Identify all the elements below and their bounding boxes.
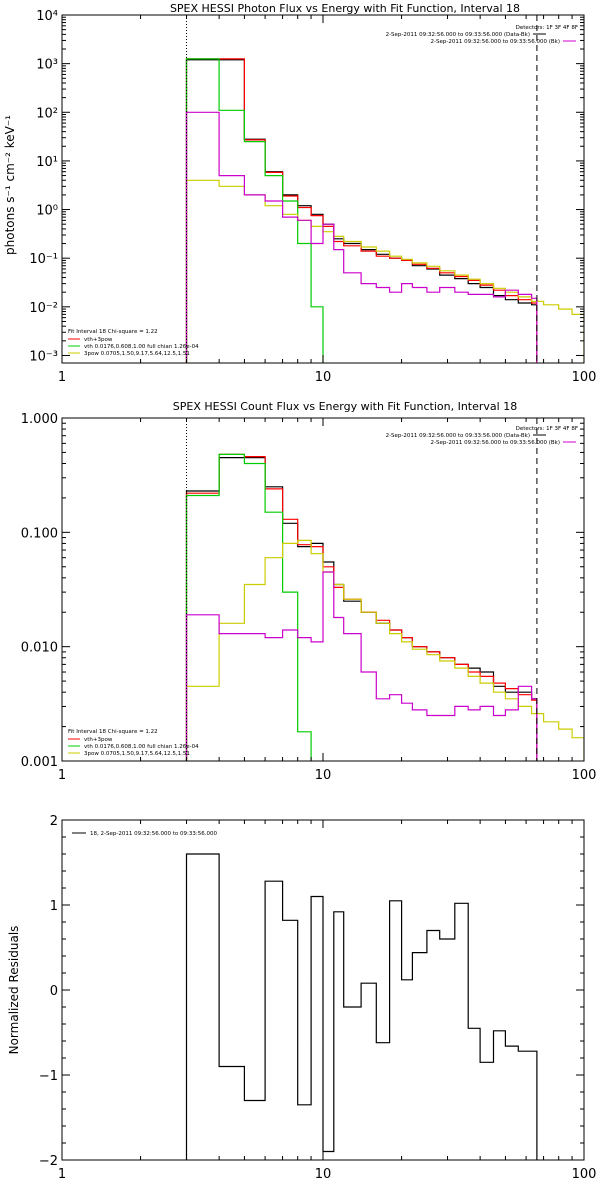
y-tick-label: 0 [50, 984, 58, 999]
count-flux-legend-3pow: 3pow 0.0705,1.50,9.17,5.64,12.5,1.51 [84, 751, 190, 757]
count-flux-series-4 [185, 571, 538, 761]
y-tick-label: 10⁻³ [29, 349, 58, 364]
photon-flux-legend-vth: vth 0.0176,0.608,1.00 full chian 1.26e-0… [84, 344, 199, 350]
photon-flux-detectors-text: Detectors: 1F 3F 4F 8F [516, 25, 578, 31]
count-flux-databk-interval-text: 2-Sep-2011 09:32:56.000 to 09:33:56.000 … [386, 433, 530, 439]
y-tick-label: 10⁴ [36, 9, 58, 24]
y-tick-label: 0.001 [21, 755, 58, 770]
photon-flux-series-0 [185, 59, 538, 363]
photon-flux-bk-interval-text: 2-Sep-2011 09:32:56.000 to 09:33:56.000 … [431, 39, 561, 45]
photon-flux-series-4 [185, 111, 538, 363]
y-tick-label: 10⁻¹ [29, 252, 58, 267]
x-tick-label: 10 [315, 768, 332, 783]
photon-flux-panel: SPEX HESSI Photon Flux vs Energy with Fi… [3, 2, 596, 385]
y-tick-label: 0.010 [21, 641, 58, 656]
photon-flux-title: SPEX HESSI Photon Flux vs Energy with Fi… [170, 2, 520, 15]
count-flux-fit-interval-text: Fit Interval 18 Chi-square = 1.22 [68, 729, 158, 735]
y-tick-label: 1.000 [21, 412, 58, 427]
count-flux-bk-interval-text: 2-Sep-2011 09:32:56.000 to 09:33:56.000 … [431, 440, 561, 446]
count-flux-title: SPEX HESSI Count Flux vs Energy with Fit… [173, 400, 517, 413]
x-tick-label: 10 [315, 1167, 332, 1182]
y-tick-label: 10⁰ [36, 204, 58, 219]
residuals-legend-text: 18, 2-Sep-2011 09:32:56.000 to 09:33:56.… [90, 831, 217, 837]
y-tick-label: 1 [50, 899, 58, 914]
x-tick-label: 1 [58, 1167, 66, 1182]
count-flux-series-3 [185, 539, 584, 761]
y-tick-label: −1 [39, 1069, 58, 1084]
y-tick-label: 10³ [36, 58, 58, 73]
residuals-y-axis-label: Normalized Residuals [7, 926, 21, 1055]
x-tick-label: 100 [572, 370, 597, 385]
x-tick-label: 100 [572, 1167, 597, 1182]
x-tick-label: 10 [315, 370, 332, 385]
x-tick-label: 100 [572, 768, 597, 783]
residuals-series-0 [185, 853, 538, 1160]
y-tick-label: 0.100 [21, 526, 58, 541]
x-tick-label: 1 [58, 370, 66, 385]
y-tick-label: 10² [36, 106, 58, 121]
y-tick-label: −2 [39, 1154, 58, 1169]
photon-flux-series-2 [185, 58, 324, 363]
photon-flux-fit-interval-text: Fit Interval 18 Chi-square = 1.22 [68, 329, 158, 335]
photon-flux-legend-vth-3pow: vth+3pow [84, 337, 113, 343]
count-flux-legend-vth-3pow: vth+3pow [84, 737, 113, 743]
photon-flux-series-3 [185, 179, 584, 363]
y-tick-label: 10¹ [36, 155, 58, 170]
residuals-panel: Normalized Residuals 1 10 100 −2 −1 0 1 2 18, 2… [7, 814, 596, 1182]
photon-flux-legend-3pow: 3pow 0.0705,1.50,9.17,5.64,12.5,1.51 [84, 351, 190, 357]
y-tick-label: 2 [50, 814, 58, 829]
count-flux-legend-vth: vth 0.0176,0.608,1.00 full chian 1.26e-0… [84, 744, 199, 750]
count-flux-series-2 [185, 453, 312, 761]
photon-flux-series-1 [185, 58, 538, 363]
photon-flux-databk-interval-text: 2-Sep-2011 09:32:56.000 to 09:33:56.000 … [386, 32, 530, 38]
count-flux-panel: SPEX HESSI Count Flux vs Energy with Fit… [21, 400, 597, 783]
photon-flux-y-axis-label: photons s⁻¹ cm⁻² keV⁻¹ [3, 115, 17, 255]
y-tick-label: 10⁻² [29, 301, 58, 316]
x-tick-label: 1 [58, 768, 66, 783]
count-flux-detectors-text: Detectors: 1F 3F 4F 8F [516, 426, 578, 432]
